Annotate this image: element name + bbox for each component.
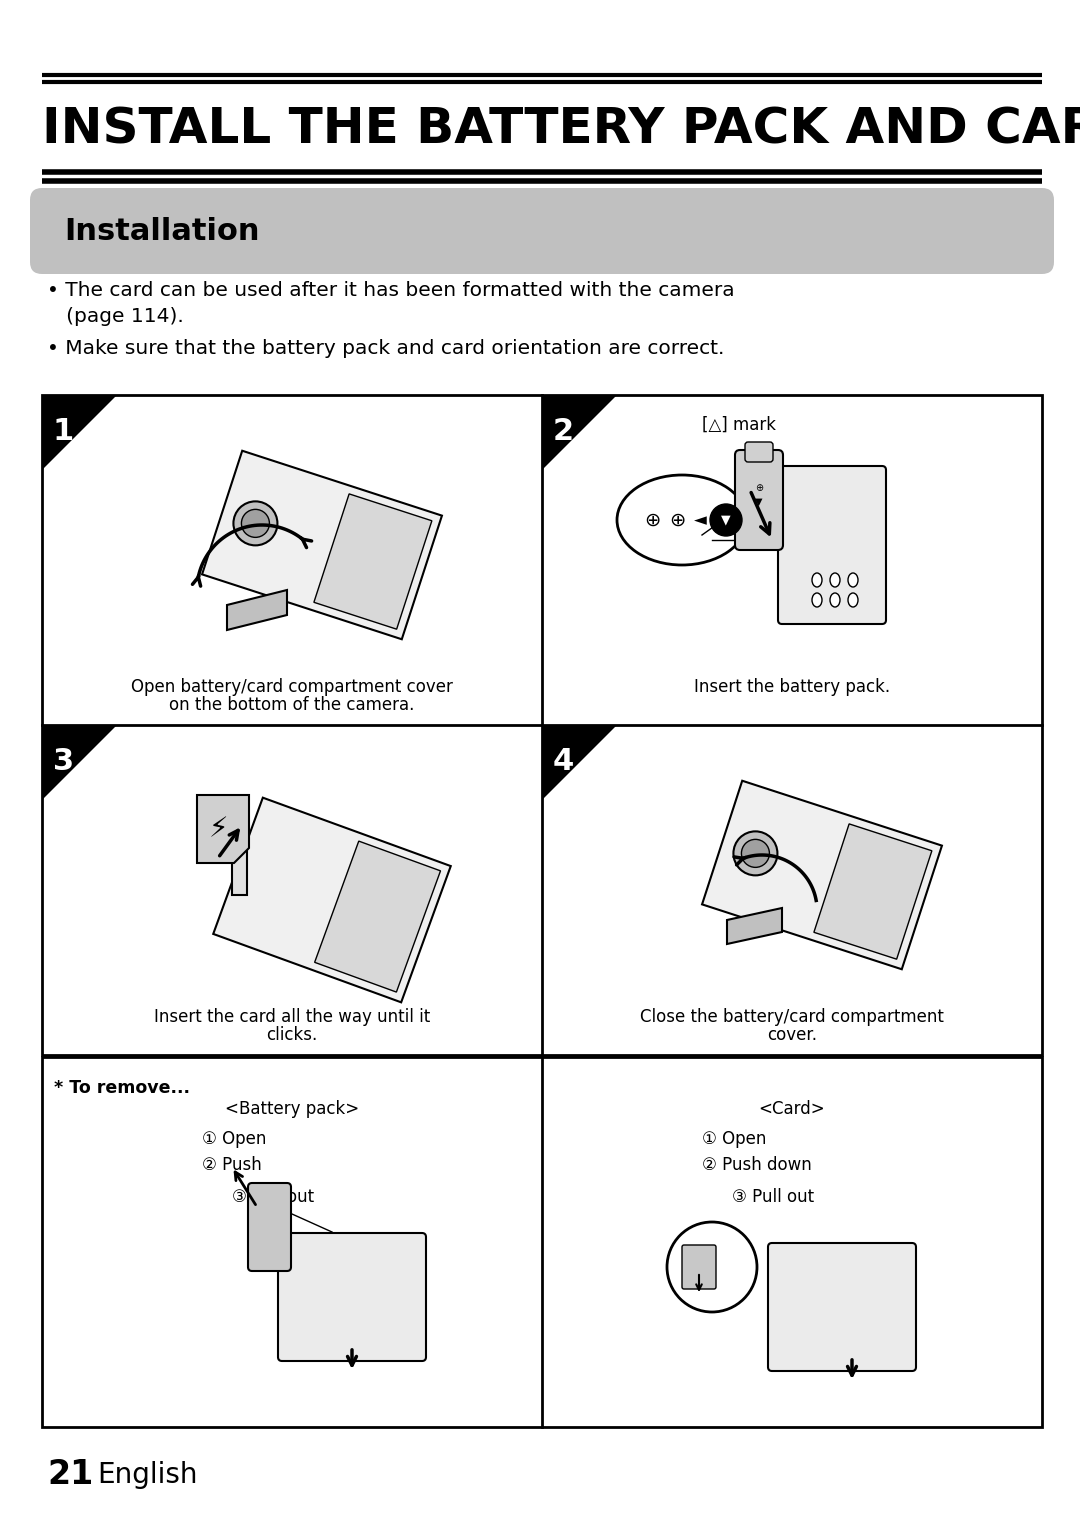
FancyBboxPatch shape (745, 443, 773, 462)
Ellipse shape (812, 573, 822, 587)
Polygon shape (542, 395, 617, 470)
Circle shape (710, 503, 742, 535)
Text: ⊕: ⊕ (644, 511, 660, 529)
Ellipse shape (617, 475, 747, 564)
Ellipse shape (831, 573, 840, 587)
Text: <Card>: <Card> (758, 1100, 825, 1118)
Ellipse shape (848, 593, 858, 607)
Text: ① Open: ① Open (702, 1130, 767, 1148)
Polygon shape (727, 908, 782, 945)
Ellipse shape (812, 593, 822, 607)
Text: ⚡: ⚡ (208, 815, 228, 843)
FancyBboxPatch shape (681, 1246, 716, 1288)
Text: 4: 4 (553, 747, 575, 776)
Circle shape (733, 832, 778, 876)
Polygon shape (702, 780, 942, 969)
Text: Open battery/card compartment cover: Open battery/card compartment cover (131, 678, 453, 697)
Text: clicks.: clicks. (267, 1027, 318, 1043)
Text: * To remove...: * To remove... (54, 1078, 190, 1097)
Text: ③ Pull out: ③ Pull out (232, 1188, 314, 1206)
FancyBboxPatch shape (768, 1243, 916, 1370)
Polygon shape (814, 824, 932, 960)
Text: on the bottom of the camera.: on the bottom of the camera. (170, 697, 415, 713)
Text: ▼: ▼ (755, 497, 762, 506)
Text: 1: 1 (53, 417, 75, 446)
Text: [△] mark: [△] mark (702, 417, 777, 433)
Text: Installation: Installation (64, 216, 259, 245)
Polygon shape (42, 395, 117, 470)
Circle shape (242, 510, 269, 537)
Polygon shape (227, 590, 287, 630)
Text: 2: 2 (553, 417, 575, 446)
Text: 3: 3 (53, 747, 75, 776)
Text: • Make sure that the battery pack and card orientation are correct.: • Make sure that the battery pack and ca… (48, 339, 725, 357)
Polygon shape (542, 726, 617, 800)
FancyBboxPatch shape (735, 450, 783, 551)
Bar (42, 395, 1042, 1056)
Text: ③ Pull out: ③ Pull out (732, 1188, 814, 1206)
Text: ② Push down: ② Push down (702, 1156, 812, 1174)
Text: ◄: ◄ (693, 511, 706, 529)
Text: Close the battery/card compartment: Close the battery/card compartment (640, 1008, 944, 1027)
Text: • The card can be used after it has been formatted with the camera: • The card can be used after it has been… (48, 280, 734, 300)
Text: ① Open: ① Open (202, 1130, 267, 1148)
FancyBboxPatch shape (278, 1234, 426, 1361)
Circle shape (233, 502, 278, 546)
Bar (42, 1057, 1042, 1427)
Polygon shape (314, 494, 432, 630)
FancyBboxPatch shape (778, 465, 886, 624)
Text: ② Push: ② Push (202, 1156, 261, 1174)
Bar (232, 820, 247, 894)
Text: cover.: cover. (767, 1027, 816, 1043)
Text: (page 114).: (page 114). (48, 307, 184, 325)
Polygon shape (213, 797, 450, 1002)
Text: INSTALL THE BATTERY PACK AND CARD: INSTALL THE BATTERY PACK AND CARD (42, 106, 1080, 154)
FancyBboxPatch shape (30, 189, 1054, 274)
Polygon shape (314, 841, 441, 992)
Circle shape (742, 840, 769, 867)
Text: ⊕: ⊕ (669, 511, 685, 529)
Polygon shape (202, 450, 442, 639)
Polygon shape (42, 726, 117, 800)
Text: <Battery pack>: <Battery pack> (225, 1100, 360, 1118)
Ellipse shape (831, 593, 840, 607)
Text: ▼: ▼ (721, 514, 731, 526)
Text: Insert the battery pack.: Insert the battery pack. (694, 678, 890, 697)
Text: Insert the card all the way until it: Insert the card all the way until it (153, 1008, 430, 1027)
Polygon shape (197, 795, 249, 862)
Ellipse shape (848, 573, 858, 587)
Circle shape (667, 1221, 757, 1313)
Text: 21: 21 (48, 1459, 93, 1492)
FancyBboxPatch shape (248, 1183, 291, 1272)
Text: English: English (97, 1462, 198, 1489)
Text: ⊕: ⊕ (755, 484, 764, 493)
